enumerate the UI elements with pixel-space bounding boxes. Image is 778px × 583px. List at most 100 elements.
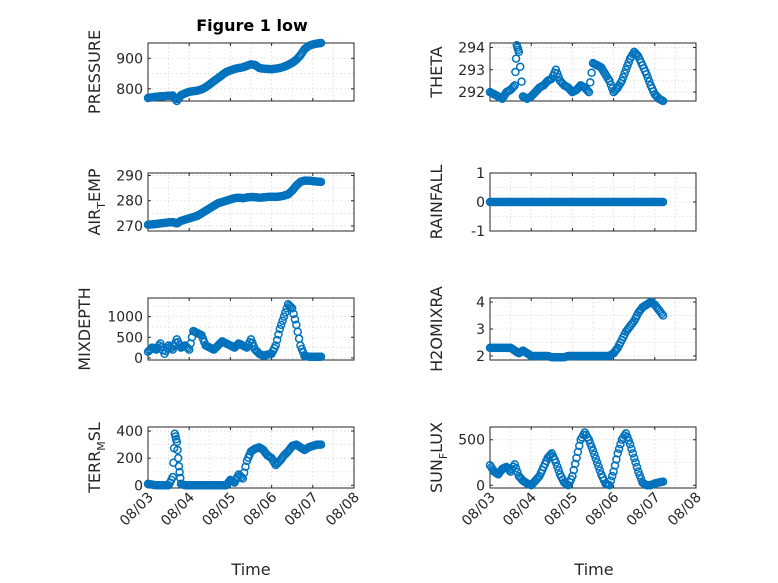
axes-box [147,426,355,489]
data-point-fill [553,69,562,78]
y-tick-label: 500 [458,433,485,449]
y-axis-label: TERRMSL [85,422,108,494]
data-point-fill [631,458,640,467]
x-tick-label: 08/05 [541,490,581,530]
subplot-h2omixra: 2 3 4 H2OMIXRA [427,286,697,372]
data-point-fill [517,77,526,86]
subplot-mixdepth: 0 500 1000 MIXDEPTH [75,287,355,371]
data-point-fill [173,445,182,455]
data-point [592,458,602,467]
data-point [275,324,285,334]
data-point [174,462,184,471]
data-point-fill [286,302,296,312]
y-tick-label: 0 [134,478,143,494]
y-tick-label: -1 [471,224,485,240]
data-point-fill [175,467,184,477]
data-point-fill [657,309,666,318]
data-point-fill [289,309,298,319]
data-point-fill [628,449,638,458]
y-axis-label-main: TERR [85,451,104,494]
axes-box [489,42,697,102]
y-axis-label: SUNFLUX [427,422,450,493]
y-tick-label: 2 [476,349,485,365]
data-point-fill [276,320,286,330]
y-tick-label: 200 [116,451,143,467]
y-tick-label: 293 [458,63,485,79]
data-point-fill [623,61,632,71]
data-point-fill [278,316,287,325]
data-point [605,76,614,86]
data-point-fill [173,453,183,463]
data-point [642,69,651,79]
data-point [613,449,622,458]
y-tick-label: 1 [476,166,485,182]
data-point-fill [620,69,629,78]
subplot-air-temp: 270 280 290 AIRTEMP [85,168,355,236]
data-point-fill [591,454,600,463]
data-point [551,65,561,75]
data-point [514,47,524,57]
y-axis-label: MIXDEPTH [75,287,94,370]
data-point [271,341,280,350]
data-point-fill [632,462,642,472]
y-tick-label: 500 [116,330,143,346]
data-point [316,38,326,48]
x-tick-label: 08/06 [241,489,281,529]
axes-box [147,172,355,232]
data-point-fill [553,462,562,471]
data-point [617,76,627,86]
data-point [625,440,635,449]
y-tick-label: 400 [116,424,143,440]
y-axis-label-rest: EMP [85,168,104,202]
data-point [287,304,297,313]
data-point-fill [594,462,603,471]
axes-box [147,42,355,102]
axes-box [147,297,355,361]
y-tick-label: 3 [476,322,485,338]
y-tick-label: 800 [116,82,143,98]
x-tick-label: 08/06 [583,489,623,529]
y-axis-label: PRESSURE [85,30,104,114]
x-tick-label: 08/07 [282,490,322,530]
data-point [238,474,248,483]
y-tick-label: 0 [476,195,485,211]
y-tick-label: 294 [458,40,485,56]
y-axis-label-rest: LUX [427,422,446,453]
data-point-fill [515,62,525,72]
data-point-fill [293,327,302,337]
data-point-fill [614,444,624,454]
data-point-fill [274,330,283,339]
subplot-theta: 292 293 294 THETA [427,40,697,106]
x-tick-label: 08/05 [199,490,239,530]
y-axis-label-subscript: T [95,202,108,210]
y-tick-label: 270 [116,219,143,235]
y-axis-label-subscript: M [95,441,108,451]
x-tick-label: 08/03 [117,490,157,530]
subplot-terr-msl: 0 200 400 08/03 08/04 08/05 08/06 08/07 08/08 TER… [85,422,363,529]
x-tick-label: 08/04 [158,489,198,529]
y-axis-label-main: SUN [427,459,446,493]
data-point-fill [583,86,592,95]
x-tick-label: 08/03 [459,490,499,530]
y-tick-label: 280 [116,194,143,210]
data-point-fill [607,471,617,481]
y-tick-label: 290 [116,169,143,185]
data-point [658,197,668,207]
x-axis-label-left: Time [230,560,270,579]
data-point [172,437,182,447]
data-point [551,458,561,467]
y-tick-label: 292 [458,85,485,101]
y-axis-label: RAINFALL [427,165,446,240]
x-tick-label: 08/08 [665,490,705,530]
y-axis-label: AIRTEMP [85,168,108,235]
data-point [658,311,668,320]
subplot-rainfall: -1 0 1 RAINFALL [427,165,697,240]
data-point [658,477,668,486]
figure-title: Figure 1 low [196,16,308,35]
data-point [279,312,289,321]
data-point-fill [606,80,616,89]
data-point [584,87,594,97]
data-point-fill [627,444,636,454]
data-point-fill [294,334,304,343]
data-point-fill [586,78,595,87]
